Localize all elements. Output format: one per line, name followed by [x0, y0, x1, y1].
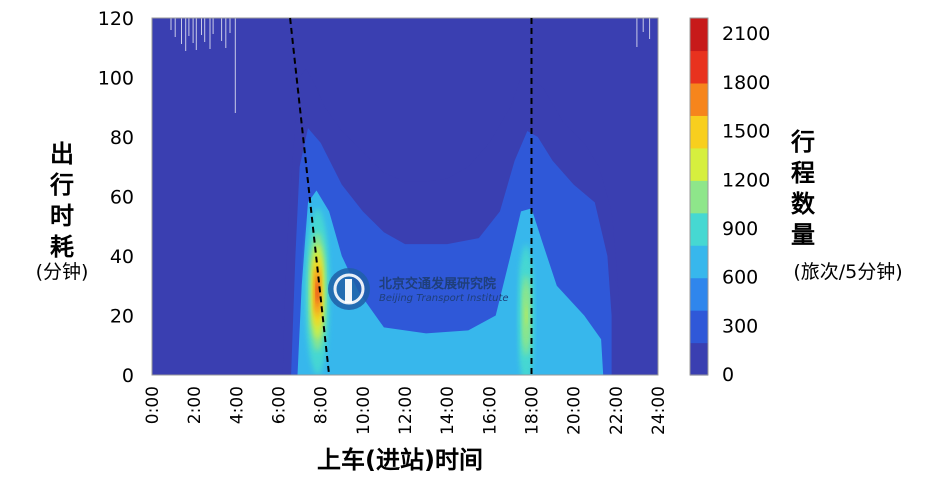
- x-tick-label: 18:00: [523, 386, 543, 435]
- y-axis-title-char: 耗: [50, 233, 74, 261]
- colorbar-ticks: 0 300 600 900 1200 1500 1800 2100: [722, 23, 770, 386]
- colorbar-title-char: 程: [791, 159, 815, 187]
- colorbar-tick-label: 600: [722, 267, 758, 289]
- y-tick-label: 100: [98, 68, 134, 90]
- y-tick-label: 60: [110, 187, 134, 209]
- plot-frame: [151, 17, 659, 376]
- y-tick-label: 20: [110, 306, 134, 328]
- x-axis-ticks: 0:00 2:00 4:00 6:00 8:00 10:00 12:00 14:00 16:00…: [143, 386, 669, 435]
- colorbar-segment: [690, 82, 708, 116]
- colorbar-segment: [690, 277, 708, 311]
- x-tick-label: 2:00: [185, 386, 205, 424]
- x-axis-title: 上车(进站)时间: [317, 446, 483, 474]
- hotspot-1-layer-6: [525, 305, 528, 326]
- x-tick-label: 22:00: [607, 386, 627, 435]
- colorbar: [689, 17, 709, 376]
- y-axis-ticks: 0 20 40 60 80 100 120: [98, 8, 134, 387]
- watermark-logo: 北京交通发展研究院 Beijing Transport Institute: [328, 268, 509, 310]
- x-tick-label: 8:00: [312, 386, 332, 424]
- colorbar-tick-label: 0: [722, 364, 734, 386]
- colorbar-tick-label: 1500: [722, 121, 770, 143]
- hotspots: [305, 208, 534, 375]
- colorbar-unit: (旅次/5分钟): [793, 261, 902, 283]
- x-tick-label: 4:00: [227, 386, 247, 424]
- y-axis-title-char: 行: [49, 171, 74, 199]
- colorbar-tick-label: 900: [722, 218, 758, 240]
- x-tick-label: 12:00: [396, 386, 416, 435]
- colorbar-frame: [689, 17, 709, 376]
- x-tick-label: 24:00: [649, 386, 669, 435]
- y-tick-label: 0: [122, 365, 134, 387]
- colorbar-segment: [690, 18, 708, 52]
- colorbar-title-char: 数: [791, 190, 816, 218]
- x-tick-label: 20:00: [565, 386, 585, 435]
- colorbar-segment: [690, 310, 708, 344]
- colorbar-title-char: 行: [790, 128, 815, 156]
- x-tick-label: 16:00: [480, 386, 500, 435]
- y-axis-title-char: 出: [50, 140, 74, 168]
- y-axis-title-char: 时: [50, 202, 74, 230]
- colorbar-segment: [690, 245, 708, 279]
- colorbar-segment: [690, 50, 708, 84]
- plot-area: [152, 18, 658, 375]
- y-tick-label: 120: [98, 8, 134, 30]
- x-tick-label: 14:00: [438, 386, 458, 435]
- x-tick-label: 0:00: [143, 386, 163, 424]
- colorbar-title-char: 量: [791, 221, 815, 249]
- colorbar-tick-label: 1800: [722, 72, 770, 94]
- x-tick-label: 6:00: [270, 386, 290, 424]
- top-noise: [170, 18, 651, 113]
- colorbar-segment: [690, 212, 708, 246]
- logo-name-cn: 北京交通发展研究院: [379, 276, 496, 292]
- logo-bar-icon: [345, 279, 352, 303]
- colorbar-tick-label: 2100: [722, 23, 770, 45]
- colorbar-segment: [690, 342, 708, 376]
- colorbar-segment: [690, 180, 708, 214]
- hotspot-0-layer-6: [315, 279, 320, 304]
- x-tick-label: 10:00: [354, 386, 374, 435]
- colorbar-segment: [690, 115, 708, 149]
- y-tick-label: 80: [110, 127, 134, 149]
- y-axis-unit: (分钟): [36, 261, 89, 283]
- logo-name-en: Beijing Transport Institute: [379, 293, 509, 304]
- colorbar-tick-label: 300: [722, 315, 758, 337]
- y-tick-label: 40: [110, 246, 134, 268]
- colorbar-tick-label: 1200: [722, 169, 770, 191]
- colorbar-segment: [690, 147, 708, 181]
